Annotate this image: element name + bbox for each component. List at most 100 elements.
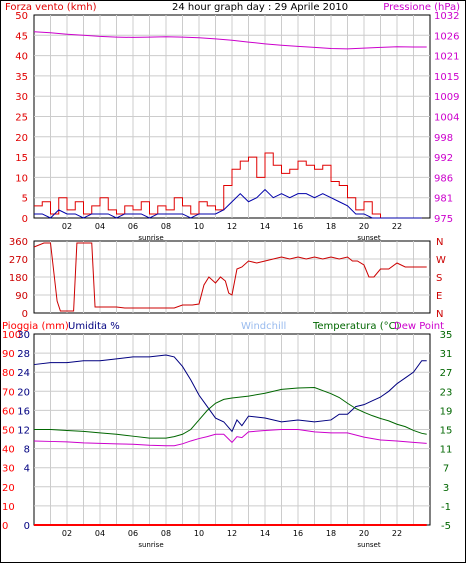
wind-speed-label: Forza vento (kmh): [5, 2, 97, 13]
x-tick-label: 02: [62, 222, 72, 231]
temperature-tick-label: -5: [441, 521, 451, 532]
humidity-tick-label: 28: [17, 349, 30, 360]
x-tick-label: 04: [95, 222, 105, 231]
humidity-label: Umidita %: [68, 321, 120, 332]
temperature-tick-label: 23: [440, 387, 453, 398]
pressure-label: Pressione (hPa): [383, 2, 460, 13]
rain-tick-label: 10: [2, 502, 15, 513]
page-title: 24 hour graph day : 29 Aprile 2010: [172, 2, 348, 13]
temperature-y-axis: -5 -1 3 7 11 15 19 23 27 31 35: [440, 330, 453, 532]
pressure-tick-label: 1004: [434, 113, 459, 124]
pressure-y-axis-right: 975 981 986 992 998 1004 1009 1015 1021 1026 1032: [434, 11, 459, 225]
compass-label: S: [436, 273, 442, 284]
temperature-tick-label: -1: [441, 502, 451, 513]
compass-label: N: [436, 309, 443, 320]
x-tick-label: 18: [326, 222, 336, 231]
temperature-tick-label: 31: [440, 349, 453, 360]
sunset-label-bottom: sunset: [357, 541, 380, 549]
pressure-tick-label: 975: [434, 214, 453, 225]
dewpoint-line: [33, 429, 427, 447]
direction-tick-label: 360: [9, 237, 28, 248]
x-tick-label: 02: [62, 529, 72, 538]
wind-gust-line: [34, 152, 422, 219]
humidity-tick-label: 0: [24, 521, 30, 532]
temperature-tick-label: 3: [443, 483, 449, 494]
wind-tick-label: 50: [15, 11, 28, 22]
wind-tick-label: 45: [15, 31, 28, 42]
temperature-tick-label: 11: [440, 445, 453, 456]
humidity-tick-label: 4: [24, 464, 30, 475]
temperature-tick-label: 19: [440, 406, 453, 417]
pressure-tick-label: 992: [434, 153, 453, 164]
rain-tick-label: 20: [2, 483, 15, 494]
humidity-line: [33, 354, 427, 433]
x-tick-label: 12: [227, 529, 237, 538]
humidity-tick-label: 8: [24, 445, 30, 456]
humidity-tick-label: 16: [17, 406, 30, 417]
x-tick-label: 06: [128, 222, 138, 231]
humidity-tick-label: 30: [17, 330, 30, 341]
rain-tick-label: 100: [2, 330, 21, 341]
temperature-label: Temperatura (°C): [312, 321, 400, 332]
temp-x-axis: 02 04 06 08 10 12 14 16 18 20 22: [62, 529, 402, 538]
rain-tick-label: 80: [2, 368, 15, 379]
compass-label: N: [436, 237, 443, 248]
x-tick-label: 04: [95, 529, 105, 538]
x-tick-label: 20: [359, 222, 369, 231]
x-tick-label: 14: [260, 222, 270, 231]
x-tick-label: 12: [227, 222, 237, 231]
x-tick-label: 08: [161, 222, 171, 231]
rain-humidity-y-axis: 0 10 20 30 40 50 60 70 80 90 100 0 4 8 12 16 20 24 28 30: [2, 330, 30, 532]
temperature-tick-label: 7: [443, 464, 449, 475]
temperature-tick-label: 35: [440, 330, 453, 341]
x-tick-label: 14: [260, 529, 270, 538]
wind-panel-grid: [34, 15, 430, 218]
temperature-tick-label: 15: [440, 426, 453, 437]
temperature-line: [34, 386, 427, 439]
pressure-tick-label: 1026: [434, 31, 459, 42]
wind-series: [33, 31, 427, 219]
x-tick-label: 08: [161, 529, 171, 538]
rain-tick-label: 90: [2, 349, 15, 360]
x-tick-label: 06: [128, 529, 138, 538]
rain-label: Pioggia (mm): [2, 321, 69, 332]
humidity-tick-label: 24: [17, 368, 30, 379]
rain-tick-label: 0: [2, 521, 8, 532]
wind-tick-label: 0: [22, 214, 28, 225]
temp-panel-grid: [34, 334, 430, 525]
pressure-line: [33, 31, 427, 50]
direction-tick-label: 270: [9, 255, 28, 266]
wind-x-axis: 02 04 06 08 10 12 14 16 18 20 22: [62, 222, 402, 231]
wind-tick-label: 5: [22, 194, 28, 205]
direction-tick-label: 180: [9, 273, 28, 284]
x-tick-label: 22: [392, 222, 402, 231]
pressure-tick-label: 1032: [434, 11, 459, 22]
direction-y-axis: 0 90 180 270 360: [9, 237, 28, 320]
rain-tick-label: 70: [2, 387, 15, 398]
compass-label: E: [436, 291, 442, 302]
sunset-label-top: sunset: [357, 234, 380, 242]
direction-tick-label: 0: [22, 309, 28, 320]
x-tick-label: 22: [392, 529, 402, 538]
wind-y-axis-left: 0 5 10 15 20 25 30 35 40 45 50: [15, 11, 28, 225]
temperature-tick-label: 27: [440, 368, 453, 379]
x-tick-label: 20: [359, 529, 369, 538]
wind-tick-label: 10: [15, 173, 28, 184]
rain-tick-label: 50: [2, 426, 15, 437]
pressure-tick-label: 998: [434, 133, 453, 144]
pressure-tick-label: 981: [434, 194, 453, 205]
pressure-tick-label: 1009: [434, 92, 459, 103]
rain-tick-label: 30: [2, 464, 15, 475]
windchill-label: Windchill: [241, 321, 286, 332]
x-tick-label: 16: [293, 529, 303, 538]
rain-tick-label: 60: [2, 406, 15, 417]
rain-tick-label: 40: [2, 445, 15, 456]
direction-series: [33, 242, 427, 312]
wind-avg-line: [34, 188, 422, 219]
wind-tick-label: 20: [15, 133, 28, 144]
x-tick-label: 18: [326, 529, 336, 538]
wind-tick-label: 25: [15, 113, 28, 124]
direction-line: [33, 242, 427, 312]
